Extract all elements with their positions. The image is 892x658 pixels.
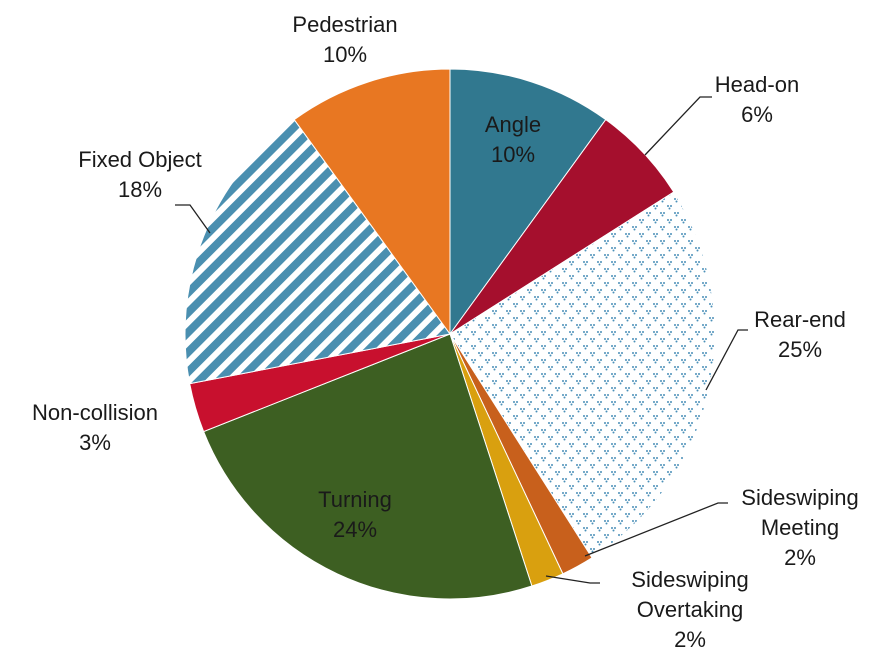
pie-slice: [449, 191, 716, 559]
slice-category: Fixed Object: [78, 147, 202, 172]
leader-line: [175, 204, 211, 234]
slice-category: Angle: [484, 112, 542, 137]
slice-category: Head-on: [714, 72, 800, 97]
slice-value: 10%: [490, 142, 536, 167]
slice-category: Rear-end: [754, 307, 846, 332]
slice-category: Sideswiping Meeting: [741, 485, 859, 540]
slice-value: 25%: [777, 337, 823, 362]
slice-value: 18%: [117, 177, 163, 202]
slice-value: 6%: [741, 102, 773, 127]
slice-value: 3%: [79, 430, 111, 455]
slice-category: Pedestrian: [292, 12, 398, 37]
slice-label: Rear-end 25%: [740, 305, 860, 365]
slice-category: Turning: [318, 487, 392, 512]
slice-label: Sideswiping Meeting 2%: [725, 483, 875, 573]
slice-label: Angle 10%: [453, 110, 573, 170]
pie-slice: [293, 68, 451, 336]
leader-line: [584, 502, 728, 557]
pie-slice: [202, 333, 533, 600]
slice-category: Non-collision: [32, 400, 158, 425]
leader-line: [545, 575, 600, 584]
slice-value: 2%: [784, 545, 816, 570]
slice-value: 2%: [674, 627, 706, 652]
slice-label: Non-collision 3%: [10, 398, 180, 458]
leader-line: [644, 96, 712, 156]
slice-label: Turning 24%: [295, 485, 415, 545]
pie-slice: [449, 68, 607, 336]
leader-line: [705, 329, 748, 391]
slice-category: Sideswiping Overtaking: [631, 567, 749, 622]
slice-label: Sideswiping Overtaking 2%: [605, 565, 775, 655]
slice-label: Head-on 6%: [697, 70, 817, 130]
slice-label: Fixed Object 18%: [40, 145, 240, 205]
slice-value: 10%: [322, 42, 368, 67]
pie-slice: [184, 118, 451, 385]
slice-value: 24%: [332, 517, 378, 542]
slice-label: Pedestrian 10%: [275, 10, 415, 70]
